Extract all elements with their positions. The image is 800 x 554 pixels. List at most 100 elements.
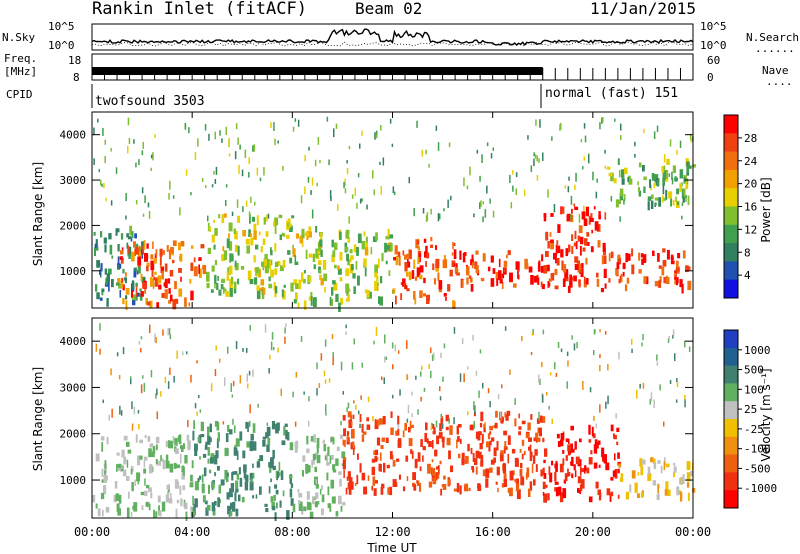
velocity-echo bbox=[593, 350, 595, 356]
velocity-echo bbox=[102, 399, 104, 403]
power-echo bbox=[227, 267, 231, 276]
velocity-echo bbox=[391, 342, 394, 349]
velocity-echo bbox=[161, 501, 166, 512]
velocity-echo bbox=[155, 511, 158, 518]
power-echo bbox=[329, 296, 332, 305]
power-echo bbox=[423, 238, 427, 243]
velocity-echo bbox=[485, 478, 489, 488]
power-echo bbox=[356, 202, 358, 209]
velocity-echo bbox=[574, 441, 577, 450]
power-echo bbox=[425, 149, 427, 155]
power-echo bbox=[507, 250, 511, 256]
power-echo bbox=[393, 257, 396, 261]
velocity-echo bbox=[514, 398, 516, 405]
power-echo bbox=[675, 267, 680, 272]
velocity-echo bbox=[353, 400, 355, 404]
power-echo bbox=[297, 119, 300, 127]
velocity-echo bbox=[392, 460, 396, 467]
velocity-echo bbox=[489, 440, 492, 446]
velocity-echo bbox=[558, 486, 562, 496]
power-echo bbox=[305, 249, 308, 260]
power-echo bbox=[480, 200, 482, 207]
velocity-echo bbox=[97, 508, 101, 517]
power-echo bbox=[263, 258, 268, 268]
power-echo bbox=[408, 177, 410, 184]
velocity-echo bbox=[143, 383, 146, 392]
colorbar-segment bbox=[724, 490, 738, 509]
velocity-echo bbox=[408, 426, 411, 433]
power-echo bbox=[637, 187, 640, 192]
power-echo bbox=[596, 278, 600, 287]
power-echo bbox=[453, 249, 457, 259]
velocity-echo bbox=[259, 455, 264, 462]
velocity-echo bbox=[316, 362, 318, 370]
power-echo bbox=[435, 259, 440, 269]
velocity-echo bbox=[371, 458, 376, 463]
velocity-echo bbox=[332, 464, 336, 471]
velocity-echo bbox=[332, 356, 334, 366]
velocity-echo bbox=[249, 420, 251, 428]
x-tick-label: 08:00 bbox=[274, 525, 310, 539]
power-echo bbox=[388, 270, 391, 276]
velocity-echo bbox=[605, 401, 607, 409]
power-echo bbox=[234, 231, 238, 240]
power-echo bbox=[634, 154, 636, 158]
power-echo bbox=[349, 258, 352, 263]
velocity-echo bbox=[656, 493, 660, 501]
power-echo bbox=[366, 291, 369, 298]
power-echo bbox=[435, 125, 438, 131]
velocity-echo bbox=[515, 483, 520, 492]
velocity-echo bbox=[346, 407, 348, 412]
power-echo bbox=[490, 153, 493, 159]
velocity-echo bbox=[359, 463, 362, 473]
power-echo bbox=[492, 210, 495, 218]
velocity-echo bbox=[144, 490, 148, 496]
velocity-echo bbox=[542, 394, 544, 403]
velocity-echo bbox=[631, 470, 636, 479]
velocity-echo bbox=[255, 494, 258, 499]
power-echo bbox=[359, 198, 362, 204]
power-echo bbox=[121, 247, 124, 253]
velocity-echo bbox=[321, 494, 325, 503]
velocity-echo-region bbox=[192, 420, 294, 522]
velocity-echo bbox=[667, 338, 670, 343]
power-echo bbox=[664, 176, 669, 182]
velocity-echo bbox=[616, 441, 619, 445]
power-echo bbox=[125, 295, 128, 300]
power-echo bbox=[172, 299, 177, 310]
velocity-echo bbox=[284, 336, 286, 344]
velocity-echo bbox=[565, 455, 568, 461]
velocity-echo bbox=[313, 434, 316, 443]
velocity-echo bbox=[202, 495, 206, 503]
power-echo bbox=[676, 188, 680, 195]
power-echo bbox=[647, 201, 650, 211]
power-echo bbox=[234, 151, 237, 160]
velocity-echo bbox=[582, 381, 584, 390]
power-echo bbox=[638, 162, 642, 168]
velocity-echo bbox=[130, 468, 133, 475]
power-echo bbox=[180, 241, 185, 247]
power-echo bbox=[245, 200, 248, 207]
power-echo bbox=[620, 123, 622, 131]
power-echo bbox=[416, 120, 418, 128]
velocity-echo bbox=[116, 352, 119, 357]
velocity-echo bbox=[238, 467, 241, 475]
velocity-echo bbox=[264, 323, 267, 333]
power-echo bbox=[603, 268, 607, 279]
velocity-echo bbox=[688, 346, 691, 352]
velocity-echo bbox=[282, 490, 285, 497]
velocity-echo bbox=[140, 491, 145, 496]
velocity-echo bbox=[284, 423, 288, 427]
velocity-echo bbox=[686, 461, 691, 471]
power-echo bbox=[221, 214, 225, 224]
power-echo bbox=[557, 245, 561, 254]
power-echo bbox=[295, 283, 299, 290]
power-echo bbox=[260, 245, 263, 253]
power-echo bbox=[125, 288, 130, 295]
power-echo bbox=[530, 275, 534, 285]
velocity-echo bbox=[312, 496, 315, 505]
velocity-echo bbox=[450, 465, 454, 473]
power-echo bbox=[391, 143, 394, 147]
power-echo bbox=[266, 258, 270, 268]
power-echo bbox=[262, 266, 265, 271]
